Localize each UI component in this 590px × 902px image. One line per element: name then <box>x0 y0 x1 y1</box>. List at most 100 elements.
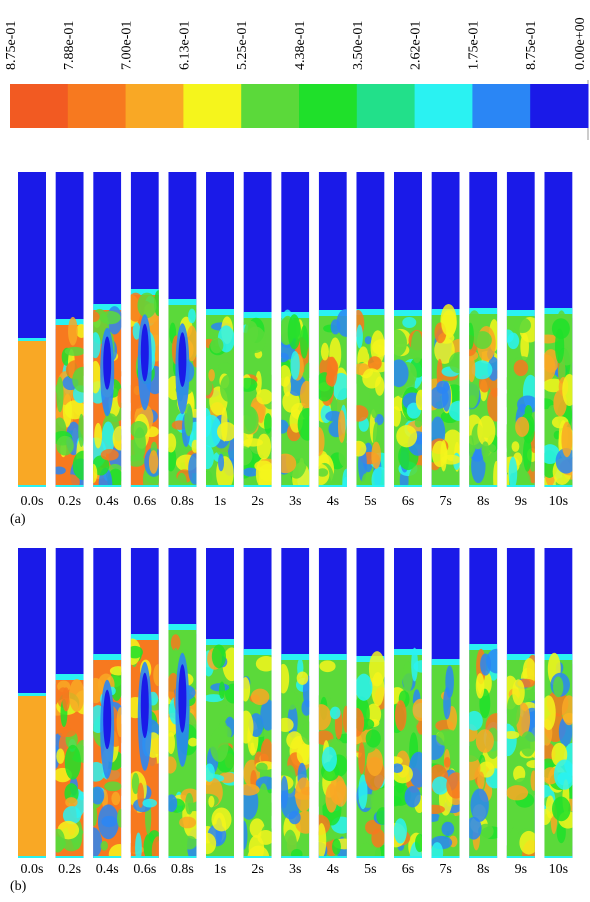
blob <box>90 332 100 358</box>
bottom-edge <box>544 485 572 487</box>
blob <box>470 788 488 821</box>
blob <box>317 468 328 476</box>
colorbar-swatch <box>10 84 68 128</box>
blob <box>280 776 288 808</box>
bottom-edge <box>206 856 234 858</box>
blob <box>56 436 74 456</box>
blob <box>101 816 117 827</box>
blob <box>326 372 335 386</box>
bottom-edge <box>131 485 159 487</box>
time-label: 1s <box>214 862 226 877</box>
blob <box>111 792 120 805</box>
bottom-edge <box>18 856 46 858</box>
blob <box>338 410 346 443</box>
blob <box>444 757 451 768</box>
blob <box>467 323 474 350</box>
bottom-edge <box>507 485 535 487</box>
blob <box>402 317 416 328</box>
time-label: 0.6s <box>133 862 156 877</box>
blob <box>288 314 301 349</box>
blob <box>300 381 313 409</box>
blob <box>256 763 268 773</box>
bottom-edge <box>93 856 121 858</box>
blob <box>331 319 341 334</box>
blob <box>504 375 522 392</box>
colorbar-swatch <box>530 84 588 128</box>
blob <box>72 367 94 393</box>
blob <box>392 406 401 427</box>
blob <box>283 830 297 864</box>
bottom-edge <box>281 856 309 858</box>
blob <box>188 309 196 324</box>
blob <box>104 781 121 791</box>
blob <box>153 664 163 686</box>
blob <box>79 791 85 800</box>
blob <box>166 433 177 452</box>
bed <box>18 695 46 858</box>
blob <box>317 823 327 858</box>
blob <box>476 729 494 753</box>
time-label: 9s <box>515 494 527 509</box>
blob <box>332 839 341 855</box>
blob <box>509 457 518 489</box>
contour-column <box>45 548 92 858</box>
blob <box>89 464 97 483</box>
bottom-edge <box>131 856 159 858</box>
blob <box>480 653 491 675</box>
colorbar-swatch <box>126 84 184 128</box>
bottom-edge <box>394 856 422 858</box>
blob <box>51 829 65 853</box>
blob <box>366 729 381 747</box>
blob <box>238 378 258 392</box>
blob <box>442 822 455 836</box>
colorbar-swatch <box>357 84 415 128</box>
blob <box>394 818 407 843</box>
blob <box>277 718 294 732</box>
blob <box>240 821 247 850</box>
bottom-edge <box>93 485 121 487</box>
blob <box>343 706 350 733</box>
blob <box>339 443 355 468</box>
blob <box>210 338 223 354</box>
blob <box>101 449 119 461</box>
blob <box>276 420 289 434</box>
time-label: 6s <box>402 494 414 509</box>
blob <box>461 746 480 762</box>
blob <box>301 722 316 745</box>
blob <box>117 809 124 828</box>
blob <box>259 783 269 817</box>
blob <box>396 425 417 447</box>
blob <box>561 422 572 458</box>
blob <box>135 833 142 863</box>
blob <box>110 666 126 675</box>
contour-column <box>385 172 431 496</box>
interface <box>18 693 46 696</box>
blob <box>512 679 525 705</box>
blob <box>91 804 98 826</box>
blob <box>431 842 443 863</box>
blob <box>167 732 175 754</box>
blob <box>498 724 516 757</box>
blob <box>349 405 368 421</box>
bubble-core <box>141 673 149 738</box>
blob <box>297 671 309 684</box>
time-label: 0.0s <box>21 494 44 509</box>
colorbar-label: 8.75e-01 <box>4 21 19 70</box>
colorbar-label: 7.88e-01 <box>62 21 77 70</box>
blob <box>371 829 385 848</box>
blob <box>371 442 381 469</box>
time-label: 8s <box>477 862 489 877</box>
time-label: 2s <box>251 862 263 877</box>
blob <box>304 363 313 378</box>
contour-column <box>423 548 466 863</box>
blob <box>275 454 297 474</box>
contour-column <box>124 548 164 867</box>
bottom-edge <box>356 856 384 858</box>
blob <box>87 311 100 322</box>
time-label: 7s <box>439 494 451 509</box>
blob <box>56 749 64 764</box>
bottom-edge <box>319 856 347 858</box>
time-label: 7s <box>439 862 451 877</box>
blob <box>300 325 308 358</box>
colorbar-swatch <box>415 84 473 128</box>
